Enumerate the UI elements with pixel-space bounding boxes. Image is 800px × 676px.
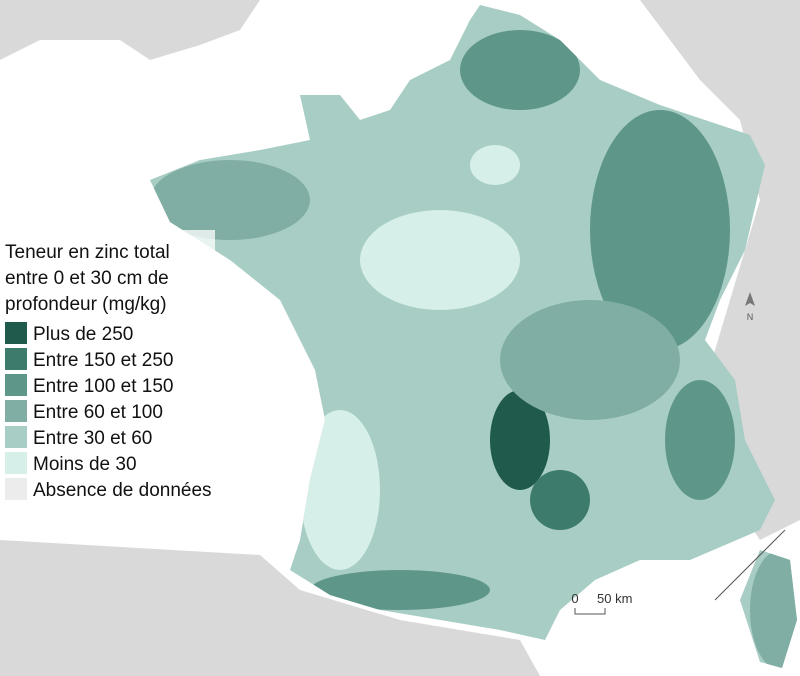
legend-label: Entre 100 et 150 [33,376,174,397]
land-class [460,30,580,110]
land-class [665,380,735,500]
legend-label: Absence de données [33,480,212,501]
spain [0,540,540,676]
legend-title: Teneur en zinc total [5,242,170,263]
legend-swatch [5,400,27,422]
legend: Teneur en zinc total entre 0 et 30 cm de p… [0,230,215,510]
land-class [530,470,590,530]
legend-label: Entre 60 et 100 [33,402,163,423]
legend-label: Entre 30 et 60 [33,428,152,449]
land-class [150,160,310,240]
legend-swatch [5,478,27,500]
land-class [490,390,550,490]
england [0,0,260,60]
legend-label: Moins de 30 [33,454,137,475]
scale-bar: 0 50 km [571,591,632,615]
land-class [470,145,520,185]
scale-line [574,608,606,615]
neighbors-east [640,0,800,540]
legend-title: entre 0 et 30 cm de [5,268,169,289]
north-arrow: N [745,292,755,322]
north-arrow-icon [745,292,755,306]
legend-label: Entre 150 et 250 [33,350,174,371]
legend-title: profondeur (mg/kg) [5,294,167,315]
legend-swatch [5,348,27,370]
land-class [500,300,680,420]
land-class [590,110,730,350]
scale-start: 0 [571,591,578,606]
land-class [310,570,490,610]
land-class [360,210,520,310]
legend-background [0,230,215,510]
land-class [300,410,380,570]
scale-end: 50 km [597,591,632,606]
legend-swatch [5,374,27,396]
legend-swatch [5,452,27,474]
legend-label: Plus de 250 [33,324,133,345]
north-label: N [747,312,754,322]
legend-swatch [5,426,27,448]
inset-divider [714,529,786,601]
legend-swatch [5,322,27,344]
